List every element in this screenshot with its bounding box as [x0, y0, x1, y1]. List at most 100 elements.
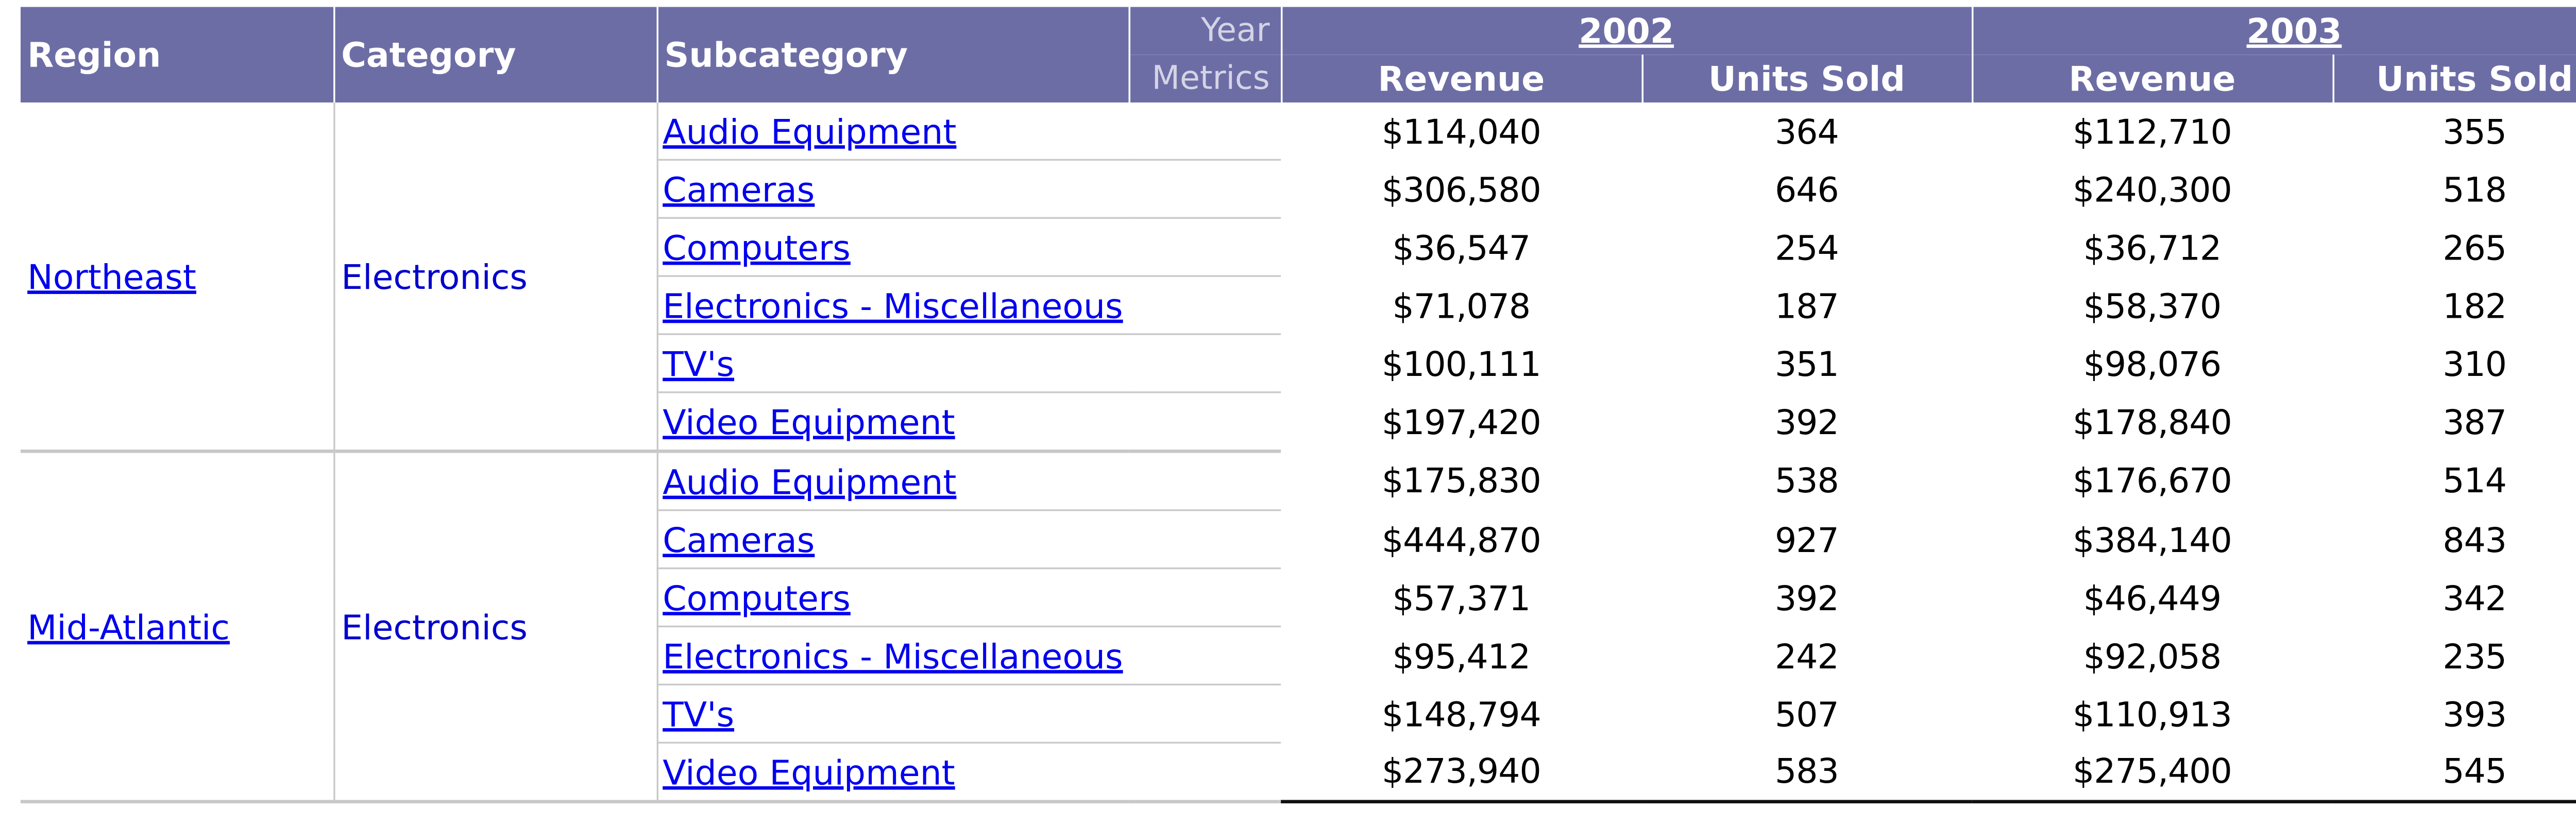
table-row: Cameras $306,580 646 $240,300 518 — [21, 160, 2576, 219]
units-sold-2002-cell: 392 — [1774, 577, 1839, 618]
table-row: Electronics - Miscellaneous $95,412 242 $92… — [21, 626, 2576, 686]
column-header-revenue-2002[interactable]: Revenue — [1281, 55, 1643, 103]
table-row: Video Equipment $273,940 583 $275,400 545 — [21, 743, 2576, 804]
units-sold-2002-cell: 254 — [1774, 226, 1839, 268]
region-link[interactable]: Northeast — [27, 255, 196, 297]
revenue-2002-cell: $306,580 — [1381, 168, 1541, 210]
subcategory-link[interactable]: Electronics - Miscellaneous — [663, 635, 1123, 676]
table-row: Mid-Atlantic Electronics Audio Equipment $1… — [20, 451, 2576, 804]
units-sold-2003-cell: 393 — [2443, 693, 2507, 734]
column-header-category[interactable]: Category — [333, 7, 658, 103]
units-sold-2002-cell: 507 — [1774, 693, 1839, 734]
category-cell: Electronics — [333, 451, 658, 804]
units-sold-2003-cell: 387 — [2443, 401, 2507, 442]
report-body: Northeast Electronics Audio Equipment $114,… — [20, 102, 2576, 804]
subcategory-cell: Video Equipment — [656, 743, 1281, 804]
units-sold-2003-cell: 518 — [2443, 168, 2507, 210]
units-sold-2002-cell: 583 — [1641, 743, 1972, 804]
revenue-2003-cell: $275,400 — [1972, 743, 2333, 804]
revenue-2003-cell: $92,058 — [2083, 635, 2222, 676]
units-sold-2002-cell: 351 — [1774, 342, 1839, 384]
units-sold-2002-cell: 187 — [1774, 284, 1839, 326]
revenue-2003-cell: $176,670 — [2072, 460, 2232, 502]
units-sold-2003-cell: 843 — [2443, 519, 2507, 560]
revenue-2003-cell: $46,449 — [2083, 577, 2222, 618]
header-row-years: Region Category Subcategory Year 2002 20… — [20, 7, 2576, 103]
subcategory-cell: Electronics - Miscellaneous — [656, 276, 1281, 335]
revenue-2003-cell: $110,913 — [2072, 693, 2232, 734]
units-sold-2002-cell: 392 — [1774, 401, 1839, 442]
units-sold-2003-cell: 342 — [2443, 577, 2507, 618]
revenue-2003-cell: $112,710 — [2072, 110, 2232, 152]
revenue-2002-cell: $95,412 — [1392, 635, 1531, 676]
year-axis-label: Year — [1128, 7, 1282, 55]
revenue-2002-cell: $197,420 — [1381, 401, 1541, 442]
units-sold-2002-cell: 646 — [1774, 168, 1839, 210]
subcategory-cell: TV's — [656, 684, 1281, 744]
subcategory-link[interactable]: TV's — [663, 342, 735, 384]
revenue-2002-cell: $36,547 — [1392, 226, 1531, 268]
column-header-units-sold-2002[interactable]: Units Sold — [1641, 55, 1973, 103]
subcategory-cell: Audio Equipment — [656, 451, 1281, 511]
revenue-2002-cell: $148,794 — [1381, 693, 1541, 734]
units-sold-2002-cell: 242 — [1774, 635, 1839, 676]
subcategory-cell: Audio Equipment — [656, 102, 1281, 161]
region-cell: Mid-Atlantic — [20, 451, 334, 804]
units-sold-2003-cell: 235 — [2443, 635, 2507, 676]
units-sold-2002-cell: 927 — [1774, 519, 1839, 560]
revenue-2002-cell: $175,830 — [1381, 460, 1541, 502]
region-cell: Northeast — [20, 102, 334, 453]
revenue-2002-cell: $57,371 — [1392, 577, 1531, 618]
subcategory-cell: Electronics - Miscellaneous — [656, 626, 1281, 686]
units-sold-2003-cell: 514 — [2443, 460, 2507, 502]
revenue-2003-cell: $178,840 — [2072, 401, 2232, 442]
subcategory-link[interactable]: Computers — [663, 577, 851, 618]
table-row: TV's $100,111 351 $98,076 310 — [21, 334, 2576, 393]
subcategory-cell: Video Equipment — [656, 392, 1281, 453]
subcategory-cell: Computers — [656, 568, 1281, 628]
column-header-year-2003[interactable]: 2003 — [1972, 7, 2576, 55]
column-header-units-sold-2003[interactable]: Units Sold — [2332, 55, 2576, 103]
subcategory-cell: TV's — [656, 334, 1281, 393]
revenue-2003-cell: $98,076 — [2083, 342, 2222, 384]
revenue-2003-cell: $58,370 — [2083, 284, 2222, 326]
column-header-revenue-2003[interactable]: Revenue — [1972, 55, 2334, 103]
units-sold-2003-cell: 182 — [2443, 284, 2507, 326]
units-sold-2003-cell: 310 — [2443, 342, 2507, 384]
revenue-2003-cell: $384,140 — [2072, 519, 2232, 560]
units-sold-2003-cell: 545 — [2332, 743, 2576, 804]
units-sold-2002-cell: 364 — [1774, 110, 1839, 152]
metrics-axis-label: Metrics — [1128, 55, 1282, 103]
region-link[interactable]: Mid-Atlantic — [27, 606, 230, 647]
column-header-year-2002[interactable]: 2002 — [1281, 7, 1973, 55]
subcategory-link[interactable]: TV's — [663, 693, 735, 734]
subcategory-cell: Cameras — [656, 160, 1281, 219]
revenue-2003-cell: $240,300 — [2072, 168, 2232, 210]
table-row: Video Equipment $197,420 392 $178,840 387 — [21, 392, 2576, 453]
revenue-2002-cell: $114,040 — [1381, 110, 1541, 152]
units-sold-2003-cell: 265 — [2443, 226, 2507, 268]
subcategory-link[interactable]: Cameras — [663, 519, 815, 560]
table-row: Cameras $444,870 927 $384,140 843 — [21, 510, 2576, 570]
header-row-metrics: Metrics Revenue Units Sold Revenue Units… — [21, 55, 2576, 103]
column-header-region[interactable]: Region — [20, 7, 334, 103]
column-header-subcategory[interactable]: Subcategory — [656, 7, 1130, 103]
revenue-2003-cell: $36,712 — [2083, 226, 2222, 268]
subcategory-link[interactable]: Computers — [663, 226, 851, 268]
subcategory-link[interactable]: Audio Equipment — [663, 460, 957, 502]
revenue-2002-cell: $71,078 — [1392, 284, 1531, 326]
category-cell: Electronics — [333, 102, 658, 453]
table-row: Northeast Electronics Audio Equipment $114,… — [20, 102, 2576, 453]
report-grid: Region Category Subcategory Year 2002 20… — [20, 7, 2576, 804]
units-sold-2003-cell: 355 — [2443, 110, 2507, 152]
subcategory-link[interactable]: Video Equipment — [663, 751, 955, 792]
subcategory-link[interactable]: Video Equipment — [663, 401, 955, 442]
subcategory-link[interactable]: Cameras — [663, 168, 815, 210]
subcategory-link[interactable]: Audio Equipment — [663, 110, 957, 151]
revenue-2002-cell: $273,940 — [1281, 743, 1642, 804]
table-row: Electronics - Miscellaneous $71,078 187 $58… — [21, 276, 2576, 335]
revenue-2002-cell: $100,111 — [1381, 342, 1541, 384]
subcategory-link[interactable]: Electronics - Miscellaneous — [663, 284, 1123, 326]
units-sold-2002-cell: 538 — [1774, 460, 1839, 502]
